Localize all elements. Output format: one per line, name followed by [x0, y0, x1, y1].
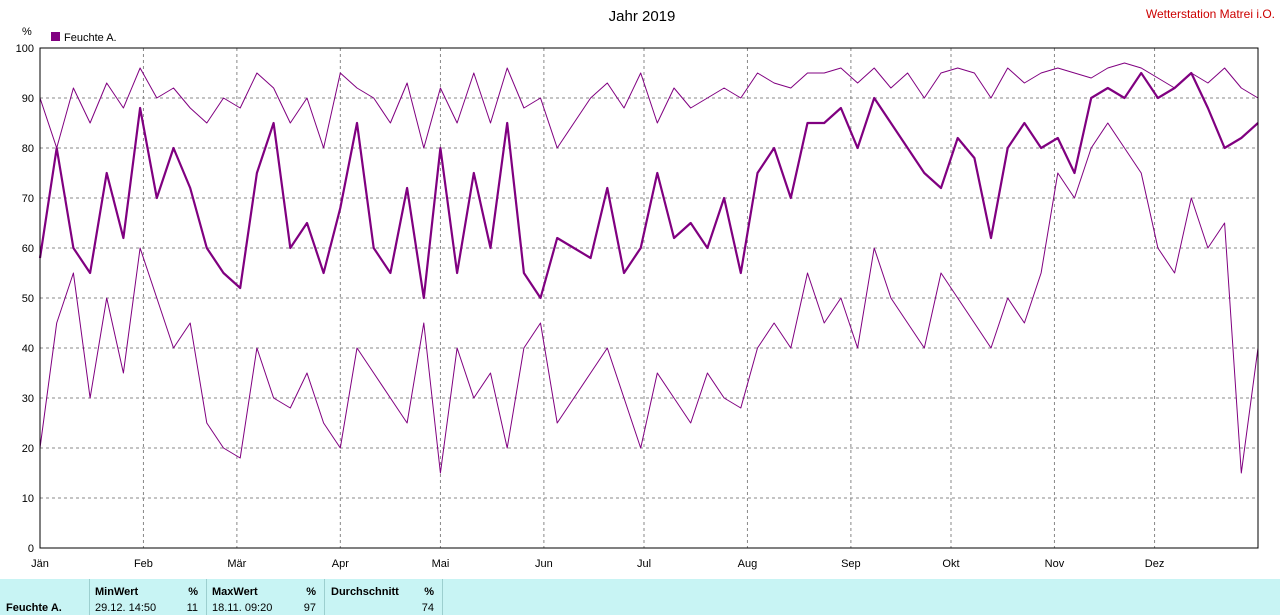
x-tick-label: Feb — [134, 558, 153, 570]
max-time: 18.11. 09:20 — [212, 602, 273, 614]
average-column: Durchschnitt % 74 — [324, 579, 443, 615]
x-tick-label: Jun — [535, 558, 553, 570]
average-unit: % — [424, 586, 434, 598]
max-unit: % — [306, 586, 316, 598]
y-tick-label: 20 — [22, 443, 34, 455]
chart-title: Jahr 2019 — [609, 8, 676, 25]
legend-swatch — [51, 32, 60, 41]
x-tick-label: Okt — [942, 558, 959, 570]
y-tick-label: 100 — [16, 43, 34, 55]
y-tick-label: 90 — [22, 93, 34, 105]
y-tick-label: 30 — [22, 393, 34, 405]
min-unit: % — [188, 586, 198, 598]
min-column: MinWert % 29.12. 14:50 11 — [89, 579, 206, 615]
legend-label: Feuchte A. — [64, 32, 117, 44]
x-tick-label: Nov — [1045, 558, 1065, 570]
y-tick-label: 70 — [22, 193, 34, 205]
x-tick-label: Jän — [31, 558, 49, 570]
x-tick-label: Mär — [227, 558, 246, 570]
station-name: Wetterstation Matrei i.O. — [1146, 7, 1275, 21]
y-tick-label: 10 — [22, 493, 34, 505]
max-value: 97 — [303, 602, 316, 614]
axes: 0 10 20 30 40 50 60 70 80 90 100 Jän Feb Mär Apr Mai Jun… — [16, 43, 1259, 570]
y-tick-label: 0 — [28, 543, 34, 555]
series-line-mean — [38, 71, 1259, 300]
average-value: 74 — [421, 602, 434, 614]
x-tick-label: Dez — [1145, 558, 1165, 570]
min-value: 11 — [186, 602, 198, 614]
min-time: 29.12. 14:50 — [95, 602, 157, 614]
grid — [40, 48, 1258, 548]
stats-row-label: Feuchte A. — [6, 602, 62, 614]
statistics-panel: Feuchte A. MinWert % 29.12. 14:50 11 Max… — [0, 579, 1280, 615]
x-tick-label: Apr — [332, 558, 349, 570]
min-header: MinWert — [95, 586, 139, 598]
x-tick-label: Jul — [637, 558, 651, 570]
series-line-max — [39, 62, 1259, 149]
average-header: Durchschnitt — [331, 586, 399, 598]
series-line-min — [39, 122, 1259, 474]
y-tick-label: 40 — [22, 343, 34, 355]
max-header: MaxWert — [212, 586, 258, 598]
max-column: MaxWert % 18.11. 09:20 97 — [206, 579, 324, 615]
series-layer — [38, 62, 1259, 474]
x-tick-label: Mai — [432, 558, 450, 570]
y-tick-label: 60 — [22, 243, 34, 255]
y-axis-unit: % — [22, 26, 32, 38]
plot-frame — [39, 47, 1259, 549]
humidity-chart: Jahr 2019 Wetterstation Matrei i.O. % Fe… — [16, 7, 1275, 570]
y-tick-label: 80 — [22, 143, 34, 155]
y-tick-label: 50 — [22, 293, 34, 305]
x-tick-label: Aug — [738, 558, 758, 570]
x-tick-label: Sep — [841, 558, 861, 570]
